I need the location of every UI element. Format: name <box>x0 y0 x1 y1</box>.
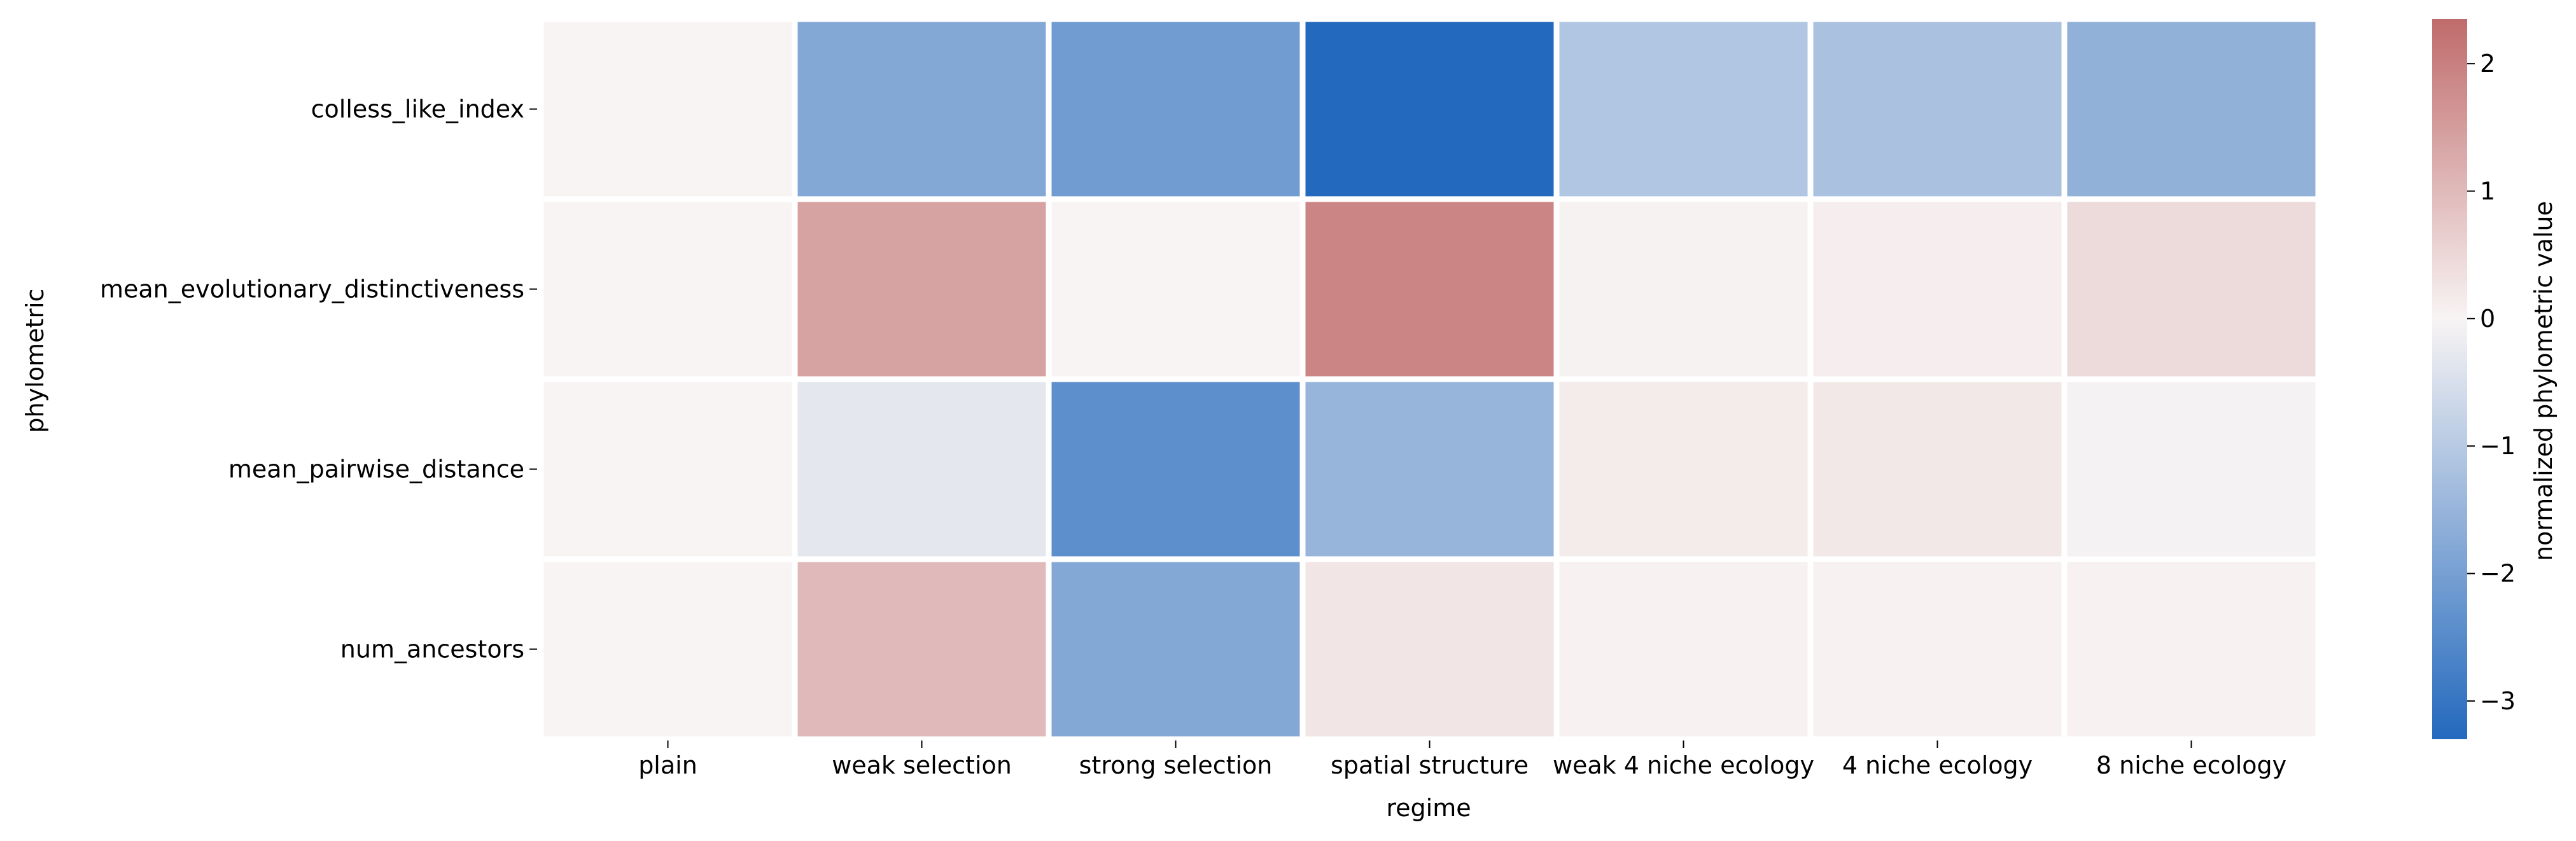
y-axis-ticks: colless_like_index mean_evolutionary_dist… <box>100 95 537 664</box>
heatmap-cell <box>2067 202 2316 377</box>
colorbar-tick-label: −3 <box>2480 687 2516 715</box>
heatmap-cell <box>1305 22 1554 197</box>
heatmap-cell <box>1051 382 1300 557</box>
y-axis-label: phylometric <box>21 289 49 433</box>
heatmap-cell <box>797 22 1046 197</box>
heatmap-cell <box>1051 22 1300 197</box>
colorbar-tick-label: 1 <box>2480 177 2495 205</box>
heatmap-cell <box>1305 382 1554 557</box>
heatmap-cell <box>543 382 792 557</box>
heatmap-cell <box>543 22 792 197</box>
colorbar: −3 −2 −1 0 1 2 <box>2432 19 2516 739</box>
heatmap-cell <box>1813 202 2062 377</box>
heatmap-cell <box>1051 202 1300 377</box>
heatmap-cell <box>797 382 1046 557</box>
x-tick-label: strong selection <box>1079 751 1273 779</box>
heatmap-cells <box>543 22 2316 737</box>
x-tick-label: weak 4 niche ecology <box>1553 751 1814 779</box>
x-axis-ticks: plain weak selection strong selection spati… <box>638 740 2286 779</box>
heatmap-cell <box>1813 382 2062 557</box>
colorbar-tick-label: −1 <box>2480 432 2516 460</box>
heatmap-cell <box>1305 562 1554 737</box>
y-tick-label: mean_pairwise_distance <box>228 455 524 483</box>
heatmap-cell <box>1559 22 1808 197</box>
heatmap-cell <box>1559 202 1808 377</box>
heatmap-cell <box>543 562 792 737</box>
x-tick-label: 8 niche ecology <box>2096 751 2286 779</box>
heatmap-cell <box>1559 562 1808 737</box>
y-tick-label: mean_evolutionary_distinctiveness <box>100 275 524 303</box>
heatmap-cell <box>543 202 792 377</box>
x-tick-label: 4 niche ecology <box>1842 751 2033 779</box>
heatmap-cell <box>1051 562 1300 737</box>
heatmap-cell <box>797 202 1046 377</box>
x-axis-label: regime <box>1386 794 1471 822</box>
heatmap-cell <box>2067 22 2316 197</box>
colorbar-tick-label: 2 <box>2480 50 2495 78</box>
heatmap-cell <box>797 562 1046 737</box>
colorbar-tick-label: −2 <box>2480 560 2516 588</box>
heatmap-cell <box>2067 562 2316 737</box>
x-tick-label: plain <box>638 751 697 779</box>
colorbar-label: normalized phylometric value <box>2530 201 2558 561</box>
y-tick-label: colless_like_index <box>311 95 524 123</box>
heatmap-cell <box>1305 202 1554 377</box>
heatmap-cell <box>1559 382 1808 557</box>
heatmap-cell <box>1813 22 2062 197</box>
x-tick-label: weak selection <box>832 751 1012 779</box>
heatmap-cell <box>2067 382 2316 557</box>
colorbar-gradient <box>2432 19 2467 739</box>
x-tick-label: spatial structure <box>1331 751 1529 779</box>
y-tick-label: num_ancestors <box>340 636 524 664</box>
colorbar-tick-label: 0 <box>2480 305 2495 333</box>
heatmap-cell <box>1813 562 2062 737</box>
